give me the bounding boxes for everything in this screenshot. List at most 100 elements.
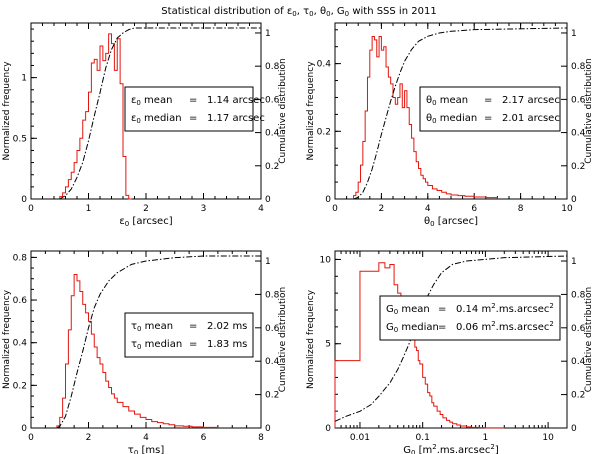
stat-label: G0 median (386, 322, 439, 334)
stat-label: ε0 mean (131, 95, 172, 107)
y2-tick-label: 1 (571, 29, 577, 39)
x-tick-label: 1 (483, 433, 489, 443)
stat-equals: = (189, 339, 197, 350)
y-tick-label: 0 (325, 424, 331, 434)
x-label-superscript: 2 (432, 443, 436, 451)
stat-value: 0.06 m2.ms.arcsec2 (456, 320, 554, 333)
stat-name: median (141, 113, 182, 124)
x-axis-label: τ0 [ms] (128, 445, 165, 454)
y-tick-label: 0.2 (13, 381, 27, 391)
stat-label: τ0 mean (131, 321, 173, 333)
stat-subscript: 0 (137, 343, 141, 351)
stat-name: mean (437, 95, 469, 106)
stat-value-text: 2.01 arcsec (502, 113, 560, 124)
y2-tick-label: 0.6 (265, 95, 280, 105)
stat-subscript: 0 (137, 325, 141, 333)
stat-value: 2.01 arcsec (502, 113, 560, 124)
y2-tick-label: 0.4 (265, 129, 280, 139)
x-tick-label: 2 (143, 204, 149, 214)
stat-symbol: τ (131, 339, 137, 350)
x-tick-label: 8 (518, 204, 524, 214)
y2-tick-label: 0.2 (571, 391, 585, 401)
y2-tick-label: 0.6 (571, 95, 586, 105)
stat-subscript: 0 (432, 117, 436, 125)
stats-legend-box (124, 312, 254, 358)
x-tick-label: 0 (332, 204, 338, 214)
stat-value-text: 1.83 ms (207, 339, 247, 350)
stat-value-unit: .ms.arcsec (496, 322, 550, 333)
x-label-symbol: ε (119, 216, 124, 227)
y2-tick-label: 1 (265, 257, 271, 267)
stats-legend-box (419, 86, 561, 132)
stat-equals: = (484, 113, 492, 124)
histogram-series (353, 36, 498, 199)
stat-value-superscript: 2 (549, 302, 553, 310)
y2-tick-label: 0.2 (265, 162, 279, 172)
stat-symbol: θ (426, 113, 432, 124)
x-tick-label: 6 (471, 204, 477, 214)
y-tick-label: 10 (320, 255, 332, 265)
stat-equals: = (438, 304, 446, 315)
stat-symbol: ε (131, 95, 136, 106)
y-tick-label: 0.4 (317, 60, 332, 70)
x-label-subscript: 0 (125, 220, 129, 228)
y-tick-label: 0 (21, 424, 27, 434)
stat-equals: = (189, 95, 197, 106)
y2-tick-label: 0.8 (265, 62, 280, 72)
y-tick-label: 0 (325, 195, 331, 205)
y2-tick-label: 0.8 (571, 290, 586, 300)
x-label-symbol: τ (128, 445, 134, 454)
x-tick-label: 10 (542, 433, 554, 443)
y2-tick-label: 0.4 (571, 357, 586, 367)
y2-tick-label: 0.6 (265, 324, 280, 334)
stat-value: 1.83 ms (207, 339, 247, 350)
stat-subscript: 0 (136, 99, 140, 107)
x-tick-label: 0 (28, 433, 34, 443)
x-tick-label: 2 (379, 204, 385, 214)
x-tick-label: 3 (201, 204, 207, 214)
y2-tick-label: 0 (571, 424, 577, 434)
y2-tick-label: 1 (265, 29, 271, 39)
y-tick-label: 5 (325, 340, 331, 350)
y-tick-label: 0.5 (13, 134, 27, 144)
y2-axis-label: Cumulative distribution (584, 58, 594, 164)
stat-symbol: τ (131, 321, 137, 332)
stat-label: G0 mean (386, 304, 430, 316)
stat-value-superscript: 2 (549, 320, 553, 328)
y2-tick-label: 0.8 (571, 62, 586, 72)
stat-name: median (437, 113, 478, 124)
stat-value-text: 2.17 arcsec (502, 95, 560, 106)
x-tick-label: 2 (86, 433, 92, 443)
cumulative-series (59, 27, 261, 200)
stat-value-unit: .ms.arcsec (496, 304, 550, 315)
stat-value-text: 0.14 m (456, 304, 491, 315)
x-axis-label: ε0 [arcsec] (119, 216, 172, 228)
stat-value: 1.14 arcsec (207, 95, 265, 106)
stat-value: 2.17 arcsec (502, 95, 560, 106)
x-label-unit: [arcsec] (129, 216, 172, 227)
stat-label: θ0 mean (426, 95, 468, 107)
y-tick-label: 0 (21, 195, 27, 205)
x-label-unit: [m (415, 445, 432, 454)
x-label-symbol: θ (424, 216, 430, 227)
stat-value-superscript: 2 (491, 302, 495, 310)
stat-name: median (398, 322, 439, 333)
x-label-unit: .ms.arcsec (437, 445, 491, 454)
plot-frame (334, 250, 568, 429)
x-label-subscript: 0 (430, 220, 434, 228)
x-tick-label: 8 (258, 433, 264, 443)
stat-value: 1.17 arcsec (207, 113, 265, 124)
stat-equals: = (189, 321, 197, 332)
x-label-unit: [ms] (138, 445, 164, 454)
stats-legend-box (124, 86, 254, 132)
x-tick-label: 4 (425, 204, 431, 214)
stat-label: θ0 median (426, 113, 477, 125)
stat-name: median (142, 339, 183, 350)
stat-equals: = (438, 322, 446, 333)
histogram-series (334, 262, 505, 429)
x-label-unit: ] (495, 445, 499, 454)
